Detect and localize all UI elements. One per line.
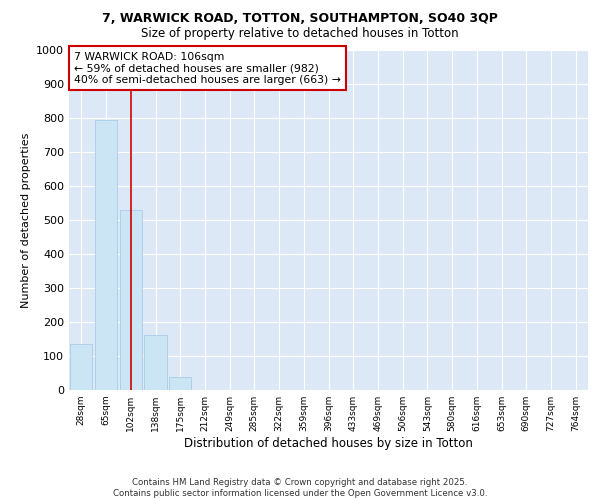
Text: Size of property relative to detached houses in Totton: Size of property relative to detached ho… [141,28,459,40]
Text: 7 WARWICK ROAD: 106sqm
← 59% of detached houses are smaller (982)
40% of semi-de: 7 WARWICK ROAD: 106sqm ← 59% of detached… [74,52,341,85]
Text: Contains HM Land Registry data © Crown copyright and database right 2025.
Contai: Contains HM Land Registry data © Crown c… [113,478,487,498]
Bar [145,334,167,390]
Text: 7, WARWICK ROAD, TOTTON, SOUTHAMPTON, SO40 3QP: 7, WARWICK ROAD, TOTTON, SOUTHAMPTON, SO… [102,12,498,26]
Y-axis label: Number of detached properties: Number of detached properties [20,132,31,308]
X-axis label: Distribution of detached houses by size in Totton: Distribution of detached houses by size … [184,437,473,450]
Bar [169,378,191,390]
Bar [119,210,142,390]
Bar [95,120,117,390]
Bar [70,344,92,390]
